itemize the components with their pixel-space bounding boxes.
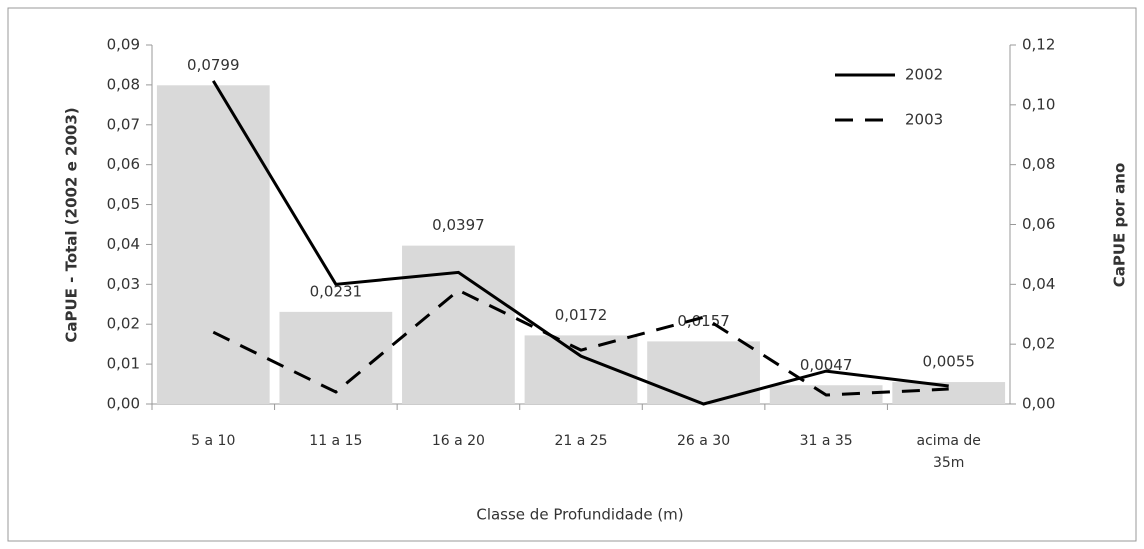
x-tick-label: acima de 35m [916,433,981,471]
legend-label: 2003 [905,111,943,129]
bar [156,85,270,404]
bar [279,311,393,404]
y2-tick-label: 0,12 [1022,36,1055,54]
y-tick-label: 0,08 [107,75,140,93]
bar [892,382,1006,404]
y2-tick-label: 0,00 [1022,395,1055,413]
x-tick-label: 5 a 10 [191,433,236,449]
data-label: 0,0172 [555,306,608,324]
x-tick-label: 16 a 20 [431,433,485,449]
legend-label: 2002 [905,66,943,84]
x-tick-label: 11 a 15 [309,433,363,449]
y-tick-label: 0,02 [107,315,140,333]
data-label: 0,0799 [187,56,240,74]
data-label: 0,0047 [800,356,853,374]
y2-tick-label: 0,02 [1022,335,1055,353]
x-tick-label: 26 a 30 [677,433,731,449]
x-tick-label: 31 a 35 [799,433,853,449]
data-label: 0,0231 [310,282,363,300]
line-series [212,80,949,406]
y2-tick-label: 0,04 [1022,275,1055,293]
frame [7,7,1137,542]
y-tick-label: 0,00 [107,395,140,413]
y2-axis-label: CaPUE por ano [1111,163,1129,288]
y-axis-label: CaPUE - Total (2002 e 2003) [63,107,81,342]
y-tick-label: 0,07 [107,115,140,133]
y-tick-label: 0,09 [107,36,140,54]
x-axis-label: Classe de Profundidade (m) [476,506,683,524]
y-tick-label: 0,01 [107,355,140,373]
y-tick-label: 0,03 [107,275,140,293]
data-label: 0,0397 [432,216,485,234]
y2-tick-label: 0,08 [1022,155,1055,173]
y-tick-label: 0,05 [107,195,140,213]
data-label: 0,0055 [922,353,975,371]
y2-tick-label: 0,06 [1022,215,1055,233]
y-tick-label: 0,06 [107,155,140,173]
line-series [212,288,949,397]
y-tick-label: 0,04 [107,235,140,253]
y2-tick-label: 0,10 [1022,95,1055,113]
bar [524,335,638,404]
x-tick-label: 21 a 25 [554,433,608,449]
